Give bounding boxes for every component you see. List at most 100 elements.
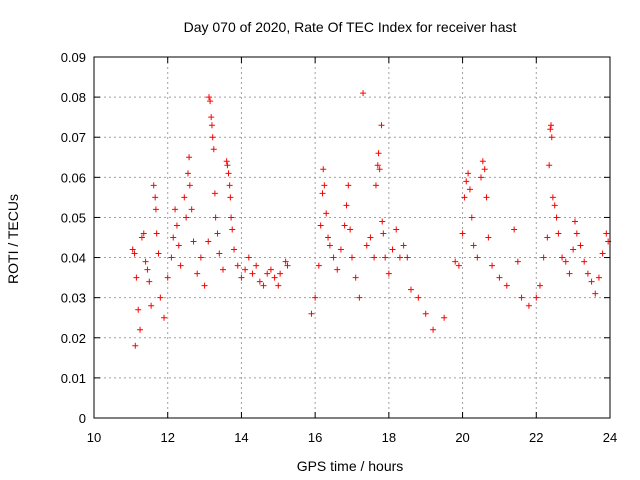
data-point: [441, 314, 448, 321]
data-point: [320, 166, 327, 173]
data-point: [595, 274, 602, 281]
x-tick-label: 10: [87, 430, 101, 445]
data-point: [253, 262, 260, 269]
data-point: [566, 270, 573, 277]
data-point: [407, 286, 414, 293]
data-point: [205, 94, 212, 101]
data-point: [308, 310, 315, 317]
data-point: [367, 234, 374, 241]
data-point: [479, 158, 486, 165]
x-tick-label: 24: [603, 430, 617, 445]
data-point: [152, 206, 159, 213]
data-point: [326, 242, 333, 249]
data-point: [183, 214, 190, 221]
y-tick-label: 0.03: [61, 291, 86, 306]
data-point: [312, 294, 319, 301]
y-tick-label: 0.07: [61, 130, 86, 145]
data-point: [161, 314, 168, 321]
data-point: [142, 258, 149, 265]
x-axis-title: GPS time / hours: [297, 458, 404, 474]
data-point: [129, 246, 136, 253]
data-point: [349, 254, 355, 261]
data-point: [132, 342, 139, 349]
data-point: [214, 230, 221, 237]
x-tick-label: 20: [455, 430, 469, 445]
data-point: [138, 234, 145, 241]
grid: [94, 57, 610, 418]
data-point: [547, 126, 554, 133]
data-point: [483, 194, 490, 201]
data-point: [267, 266, 274, 273]
data-point: [461, 194, 468, 201]
data-point: [599, 250, 606, 257]
data-point: [555, 230, 562, 237]
data-point: [238, 274, 245, 281]
data-point: [184, 170, 191, 177]
y-tick-label: 0.01: [61, 371, 86, 386]
data-point: [208, 122, 215, 129]
data-point: [360, 90, 367, 97]
data-point: [548, 134, 555, 141]
data-point: [216, 250, 223, 257]
data-point: [375, 150, 382, 157]
data-point: [570, 246, 577, 253]
data-point: [337, 246, 344, 253]
data-point: [374, 162, 381, 169]
data-point: [478, 174, 484, 181]
data-point: [205, 238, 212, 245]
data-point: [496, 274, 503, 281]
data-point: [466, 186, 473, 193]
x-tick-label: 18: [382, 430, 396, 445]
data-point: [511, 226, 518, 233]
data-point: [164, 274, 171, 281]
data-point: [540, 254, 547, 261]
data-point: [455, 262, 462, 269]
data-point: [315, 262, 322, 269]
y-tick-label: 0.02: [61, 331, 86, 346]
data-point: [584, 270, 591, 277]
data-point: [372, 182, 379, 189]
data-point: [157, 294, 164, 301]
data-point: [140, 230, 147, 237]
data-point: [330, 254, 337, 261]
data-point: [474, 254, 481, 261]
data-point: [256, 278, 263, 285]
data-point: [209, 134, 216, 141]
data-point: [186, 154, 193, 161]
y-tick-label: 0: [79, 411, 86, 426]
data-point: [225, 170, 232, 177]
data-point: [275, 282, 282, 289]
data-point: [465, 170, 472, 177]
x-axis-ticks: 10 12 14 16 18 20 22 24: [87, 57, 617, 445]
data-point: [533, 294, 540, 301]
data-point: [592, 290, 599, 297]
y-tick-label: 0.05: [61, 210, 86, 225]
data-point: [207, 98, 214, 105]
data-point: [153, 230, 160, 237]
data-point: [271, 274, 278, 281]
y-tick-label: 0.08: [61, 90, 86, 105]
data-point: [345, 182, 352, 189]
data-point: [210, 146, 217, 153]
data-point: [170, 234, 177, 241]
data-point: [581, 258, 588, 265]
data-point: [573, 230, 580, 237]
data-point: [227, 194, 234, 201]
data-point: [481, 166, 488, 173]
x-tick-label: 22: [529, 430, 543, 445]
data-point: [168, 254, 175, 261]
plot-frame: [93, 56, 611, 419]
x-tick-label: 16: [308, 430, 322, 445]
data-point: [544, 234, 551, 241]
x-tick-label: 14: [234, 430, 248, 445]
data-point: [347, 226, 354, 233]
data-point: [135, 306, 142, 313]
data-point: [131, 250, 138, 257]
data-point: [146, 278, 153, 285]
data-point: [319, 190, 326, 197]
y-tick-label: 0.04: [61, 251, 86, 266]
data-point: [562, 258, 569, 265]
data-point: [223, 158, 230, 165]
data-point: [220, 266, 226, 273]
